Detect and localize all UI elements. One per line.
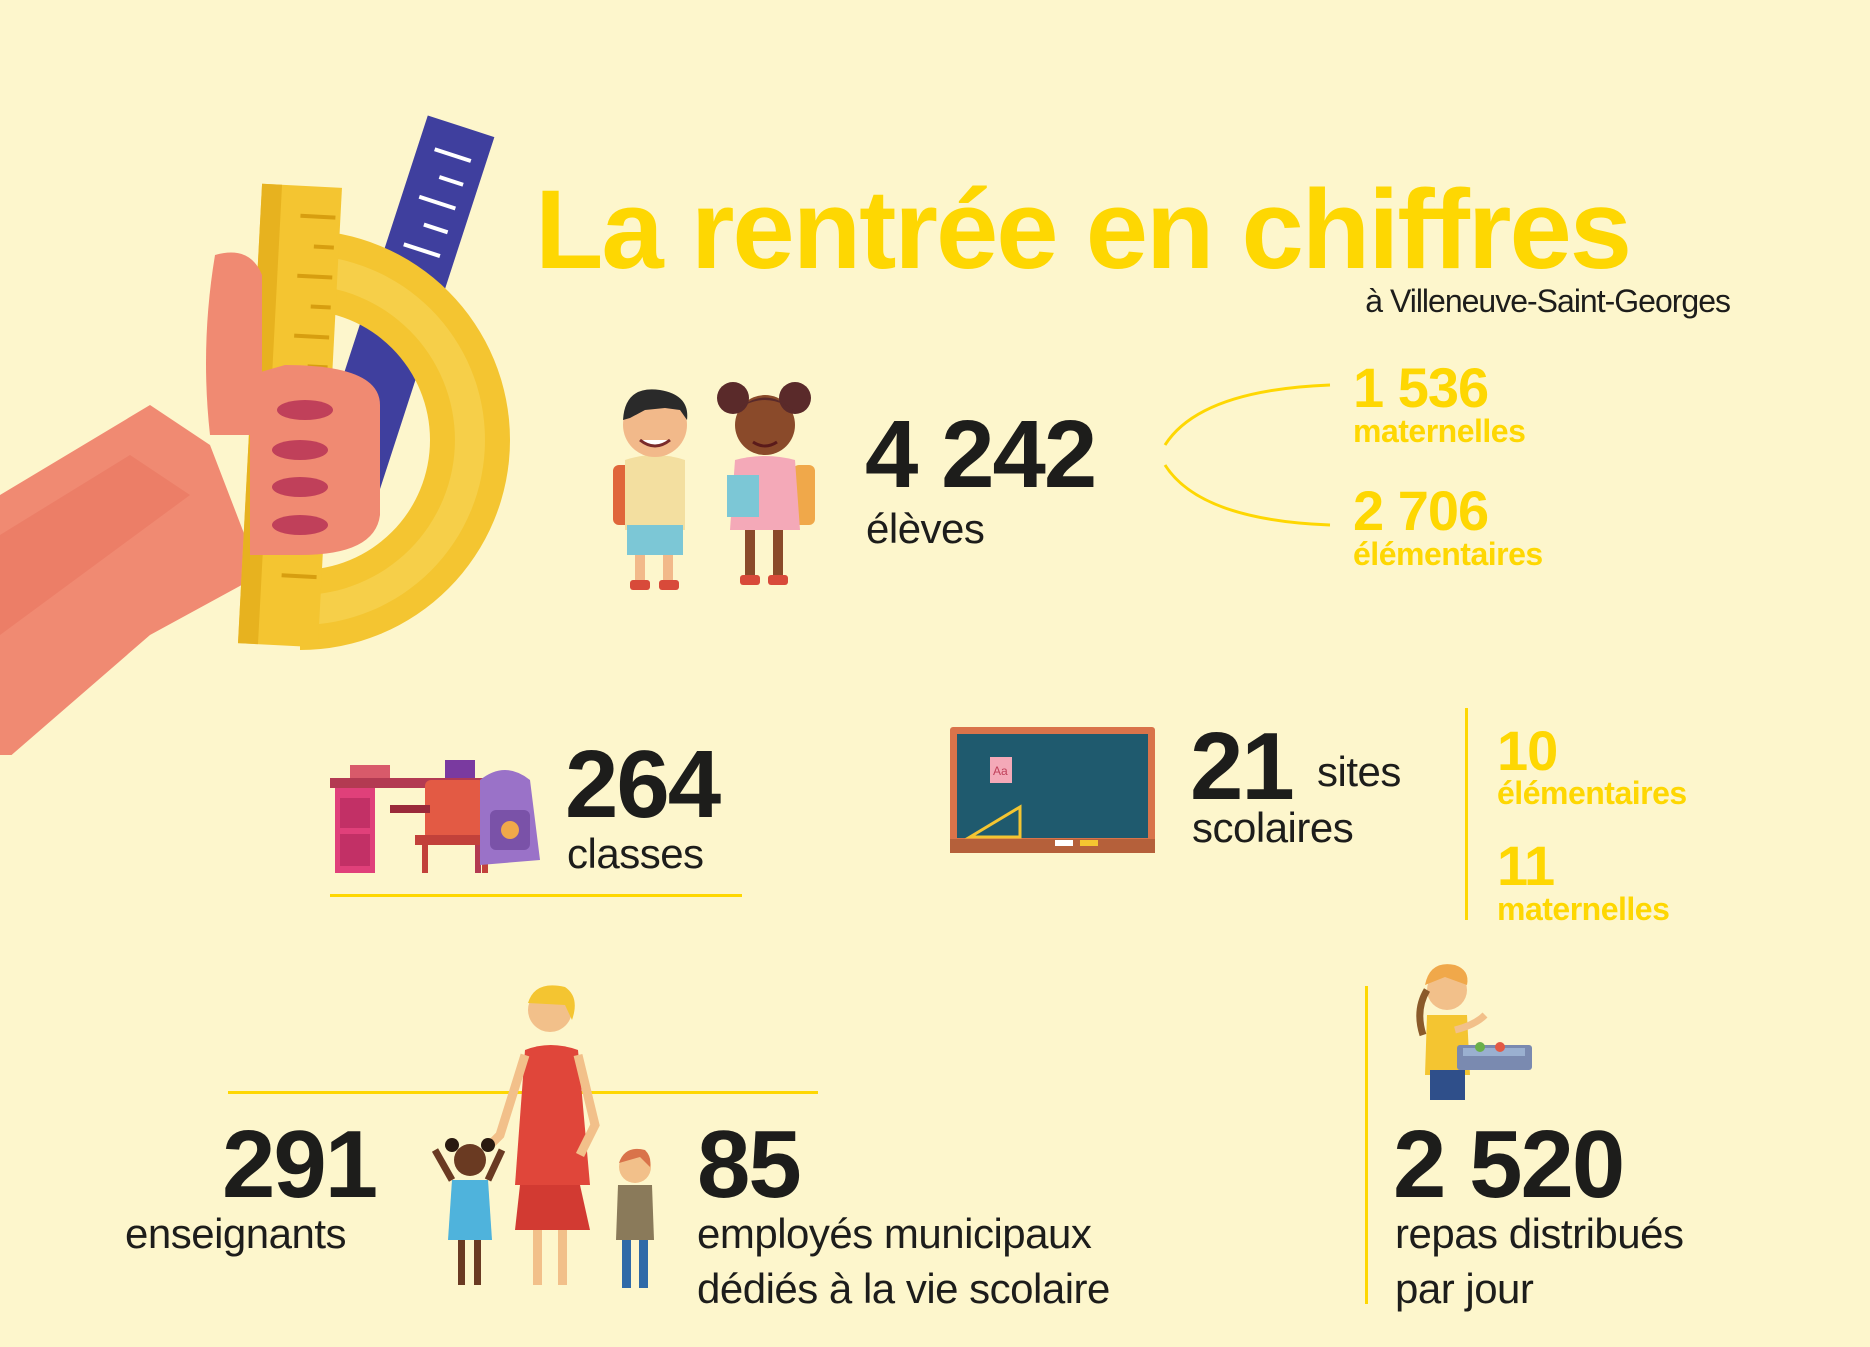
page-title: La rentrée en chiffres: [535, 167, 1632, 292]
employes-label-line2: dédiés à la vie scolaire: [697, 1265, 1110, 1312]
blackboard-illustration: Aa: [950, 727, 1155, 855]
children-backpacks-illustration: [605, 380, 825, 595]
svg-text:Aa: Aa: [993, 764, 1008, 778]
classes-value: 264: [565, 731, 721, 838]
sites-label-line2: scolaires: [1192, 804, 1354, 851]
enseignants-value: 291: [222, 1111, 378, 1218]
sites-label-line1: sites: [1317, 748, 1401, 795]
maternelles-label: maternelles: [1353, 413, 1526, 449]
child-lunch-tray-illustration: [1405, 955, 1535, 1105]
employes-label-line1: employés municipaux: [697, 1210, 1092, 1257]
sites-maternelles-label: maternelles: [1497, 891, 1670, 927]
sites-elementaires-label: élémentaires: [1497, 775, 1687, 811]
repas-divider: [1365, 986, 1368, 1304]
sites-divider: [1465, 708, 1468, 920]
elementaires-label: élémentaires: [1353, 536, 1543, 572]
eleves-value: 4 242: [865, 401, 1097, 508]
elementaires-value: 2 706: [1353, 479, 1489, 542]
eleves-branch-lines: [1160, 380, 1340, 530]
maternelles-value: 1 536: [1353, 356, 1489, 419]
repas-value: 2 520: [1393, 1111, 1625, 1218]
repas-label-line2: par jour: [1395, 1265, 1534, 1312]
school-desk-illustration: [330, 750, 545, 875]
classes-underline: [330, 894, 742, 897]
sites-elementaires-value: 10: [1497, 719, 1558, 782]
employes-value: 85: [697, 1111, 802, 1218]
enseignants-label: enseignants: [125, 1210, 347, 1257]
sites-value: 21: [1190, 713, 1295, 820]
eleves-label: élèves: [866, 505, 985, 552]
page-subtitle: à Villeneuve-Saint-Georges: [1365, 283, 1731, 319]
repas-label-line1: repas distribués: [1395, 1210, 1684, 1257]
teacher-children-illustration: [430, 985, 670, 1305]
classes-label: classes: [567, 830, 704, 877]
sites-maternelles-value: 11: [1497, 834, 1555, 897]
hand-ruler-protractor-illustration: [0, 115, 520, 755]
